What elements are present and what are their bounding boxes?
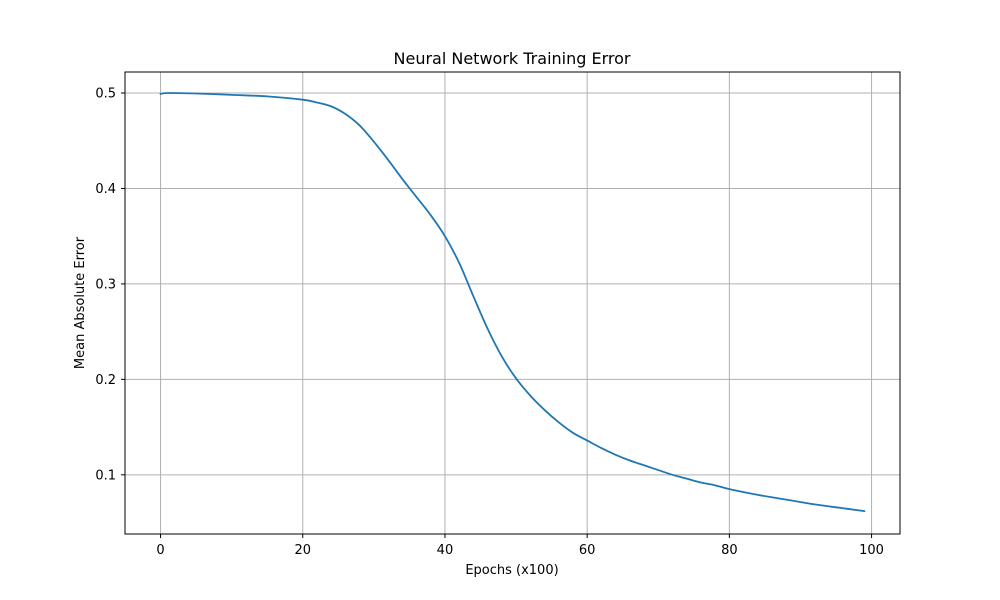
y-tick-label: 0.4 <box>95 182 116 197</box>
y-tick-label: 0.1 <box>95 468 116 483</box>
chart-title: Neural Network Training Error <box>394 49 631 68</box>
x-tick-label: 20 <box>294 543 311 558</box>
x-tick-label: 40 <box>437 543 454 558</box>
y-tick-label: 0.3 <box>95 277 116 292</box>
x-axis-title: Epochs (x100) <box>465 563 558 578</box>
x-tick-label: 0 <box>156 543 164 558</box>
series-layer <box>159 92 866 512</box>
x-tick-label: 60 <box>579 543 596 558</box>
y-tick-label: 0.2 <box>95 373 116 388</box>
grid <box>125 72 900 534</box>
y-axis-title: Mean Absolute Error <box>73 236 88 369</box>
ticks: 0 20 40 60 80 100 0.1 0.2 0.3 0.4 0.5 <box>95 87 884 559</box>
plot-frame <box>124 71 901 535</box>
x-tick-label: 80 <box>721 543 738 558</box>
x-tick-label: 100 <box>859 543 884 558</box>
y-tick-label: 0.5 <box>95 87 116 102</box>
series-line <box>159 92 866 512</box>
